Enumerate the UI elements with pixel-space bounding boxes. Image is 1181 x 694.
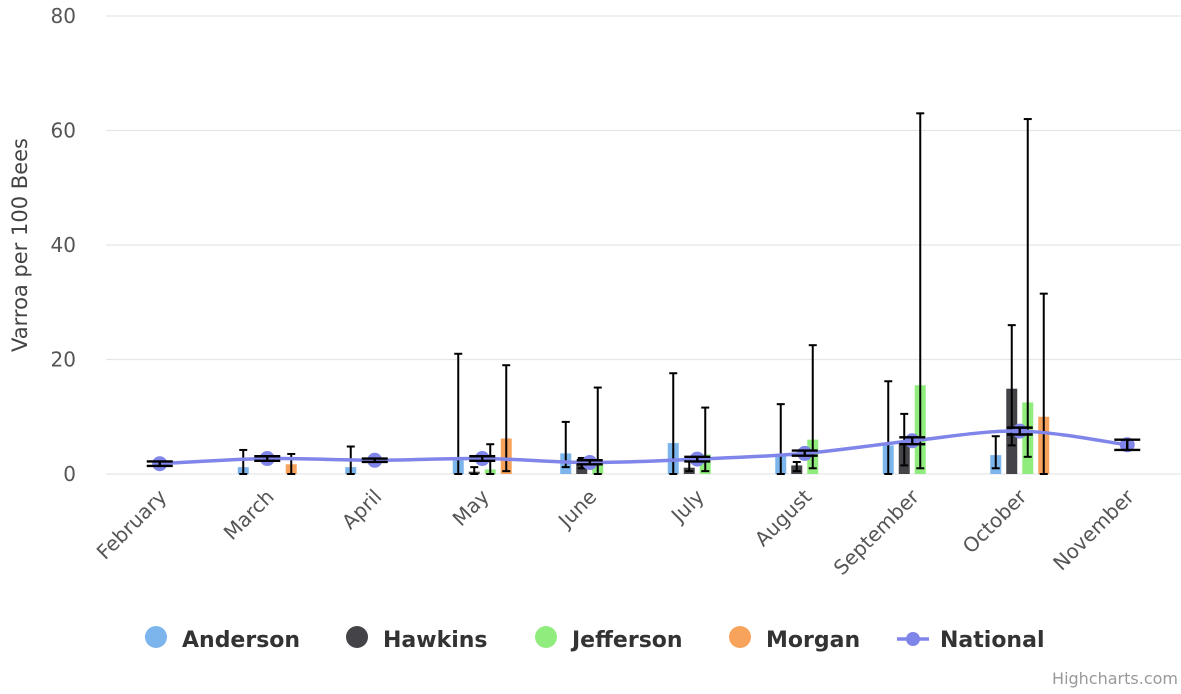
- national-error-august: [791, 449, 818, 457]
- x-tick-label-july: July: [665, 484, 709, 528]
- credits-link[interactable]: Highcharts.com: [1052, 669, 1178, 688]
- legend-label[interactable]: Hawkins: [383, 628, 488, 653]
- x-tick-label-february: February: [92, 484, 172, 564]
- error-bar-anderson-october: [991, 435, 1000, 470]
- national-error-september: [899, 436, 926, 446]
- national-error-may: [469, 455, 496, 463]
- error-bar-jefferson-august: [808, 344, 817, 470]
- y-tick-label-0: 0: [63, 462, 76, 486]
- legend-symbol: [906, 632, 920, 646]
- legend-label[interactable]: Morgan: [766, 628, 860, 653]
- error-bar-morgan-may: [502, 364, 511, 473]
- national-error-october: [1006, 426, 1033, 436]
- legend-symbol: [346, 626, 368, 648]
- x-tick-label-may: May: [448, 484, 494, 530]
- x-tick-label-august: August: [750, 484, 817, 551]
- error-bar-anderson-july: [669, 372, 678, 475]
- national-line-layer: [146, 423, 1141, 472]
- national-error-february: [146, 460, 173, 468]
- national-error-march: [254, 455, 281, 463]
- x-tick-label-april: April: [337, 485, 386, 534]
- legend-symbol: [145, 626, 167, 648]
- legend-symbol: [729, 626, 751, 648]
- y-tick-label-60: 60: [51, 119, 76, 143]
- national-error-june: [576, 459, 603, 466]
- legend-label[interactable]: Anderson: [182, 628, 300, 653]
- error-bar-hawkins-may: [470, 466, 479, 475]
- x-tick-label-june: June: [552, 485, 601, 534]
- legend[interactable]: Anderson Hawkins Jefferson Morgan National: [145, 626, 1044, 653]
- y-axis-title: Varroa per 100 Bees: [8, 138, 32, 352]
- x-tick-label-november: November: [1048, 484, 1139, 575]
- error-bar-jefferson-september: [916, 112, 925, 470]
- error-bar-anderson-september: [884, 380, 893, 475]
- legend-label[interactable]: National: [940, 628, 1044, 653]
- x-tick-label-october: October: [958, 484, 1032, 558]
- error-bar-hawkins-august: [792, 460, 801, 473]
- national-error-november: [1114, 438, 1141, 452]
- legend-item-anderson[interactable]: Anderson: [145, 626, 300, 653]
- legend-item-national[interactable]: National: [897, 628, 1044, 653]
- legend-item-hawkins[interactable]: Hawkins: [346, 626, 488, 653]
- legend-symbol: [535, 626, 557, 648]
- error-bar-hawkins-october: [1007, 324, 1016, 447]
- y-tick-label-20: 20: [51, 348, 76, 372]
- x-axis: February March April May June July August Septe…: [92, 484, 1140, 580]
- error-bar-anderson-march: [239, 448, 248, 475]
- legend-label[interactable]: Jefferson: [570, 628, 683, 653]
- national-error-july: [684, 455, 711, 463]
- x-tick-label-september: September: [829, 484, 925, 580]
- error-bar-morgan-october: [1039, 292, 1048, 475]
- y-tick-label-40: 40: [51, 233, 76, 257]
- error-bars-layer: [239, 112, 1048, 475]
- legend-item-jefferson[interactable]: Jefferson: [535, 626, 683, 653]
- error-bar-jefferson-october: [1023, 118, 1032, 458]
- error-bar-anderson-august: [776, 403, 785, 475]
- grid-layer: [106, 15, 1181, 475]
- error-bar-anderson-june: [561, 420, 570, 469]
- error-bar-hawkins-september: [900, 412, 909, 467]
- x-tick-label-march: March: [219, 485, 279, 545]
- error-bar-anderson-may: [454, 352, 463, 475]
- y-axis: 0 20 40 60 80: [51, 4, 76, 486]
- national-line: [159, 429, 1128, 466]
- y-tick-label-80: 80: [51, 4, 76, 28]
- national-error-april: [361, 457, 388, 464]
- legend-item-morgan[interactable]: Morgan: [729, 626, 860, 653]
